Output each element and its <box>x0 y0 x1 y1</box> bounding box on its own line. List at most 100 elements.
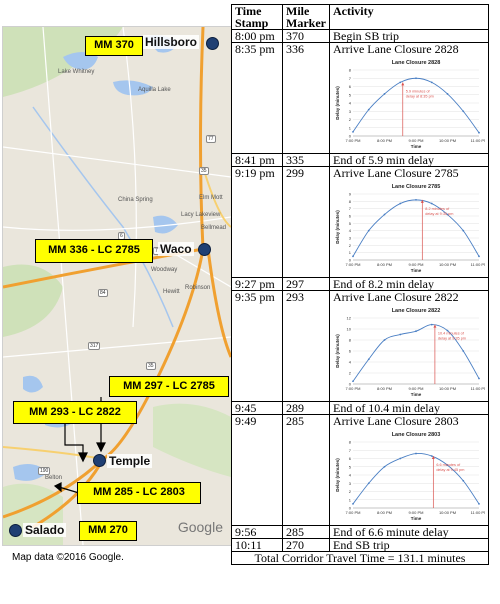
town-label: Woodway <box>151 267 178 273</box>
temple-dot[interactable] <box>93 454 106 467</box>
mile-marker-cell: 299 <box>282 166 330 278</box>
y-tick-label: 6 <box>349 84 352 89</box>
series-line <box>352 199 480 257</box>
salado-dot[interactable] <box>9 524 22 537</box>
waco-label: Waco <box>158 242 194 256</box>
temple-label: Temple <box>107 454 153 468</box>
activity-text: Arrive Lane Closure 2822 <box>332 290 459 304</box>
data-point <box>415 198 417 201</box>
table-row: 9:45 289 End of 10.4 min delay <box>231 401 489 415</box>
x-tick-label: 11:00 PM <box>471 510 485 515</box>
header-time: Time Stamp <box>231 4 283 30</box>
marker-mm-285[interactable]: MM 285 - LC 2803 <box>77 482 201 504</box>
waco-dot[interactable] <box>198 243 211 256</box>
road-shield: 317 <box>88 342 101 350</box>
y-tick-label: 4 <box>349 360 352 365</box>
x-tick-label: 9:00 PM <box>409 138 424 143</box>
x-axis-label: Time <box>411 516 422 521</box>
data-point <box>478 377 480 380</box>
data-point <box>462 350 465 352</box>
activity-cell: Arrive Lane Closure 2822 Lane Closure 282… <box>328 290 489 402</box>
x-tick-label: 11:00 PM <box>471 262 485 267</box>
chart-container: Lane Closure 2828 0 1 2 3 4 5 6 7 8 7:00 PM 8:00 PM… <box>333 55 485 153</box>
table-row: 8:00 pm 370 Begin SB trip <box>231 29 489 43</box>
chart-container: Lane Closure 2785 0 1 2 3 4 5 6 7 8 9 7:00 PM 8:00 P… <box>333 179 485 277</box>
x-axis-label: Time <box>411 144 422 149</box>
chart-container: Lane Closure 2822 0 2 4 6 8 10 12 7:00 PM 8:00 PM… <box>333 303 485 401</box>
time-stamp-cell: 9:27 pm <box>231 277 283 291</box>
data-point <box>383 93 386 95</box>
series-line <box>352 453 480 505</box>
town-label: Bellmead <box>201 225 227 231</box>
data-point <box>367 229 370 232</box>
x-tick-label: 10:00 PM <box>439 510 456 515</box>
x-tick-label: 8:00 PM <box>377 386 392 391</box>
town-label: Lacy Lakeview <box>181 212 221 218</box>
data-point <box>367 108 370 111</box>
activity-text: End of 5.9 min delay <box>332 153 434 167</box>
activity-text: Arrive Lane Closure 2785 <box>332 166 459 180</box>
data-point <box>430 455 433 457</box>
marker-mm-270[interactable]: MM 270 <box>79 521 137 541</box>
y-axis-label: Delay (minutes) <box>335 86 340 120</box>
time-stamp-cell: 9:49 <box>231 414 283 526</box>
table-header-row: Time Stamp Mile Marker Activity <box>231 4 489 30</box>
y-tick-label: 2 <box>349 489 352 494</box>
annotation-text: delay at 8:35 pm <box>406 94 434 98</box>
activity-text: End of 8.2 min delay <box>332 277 434 291</box>
delay-chart: Lane Closure 2785 0 1 2 3 4 5 6 7 8 9 7:00 PM 8:00 P… <box>335 184 485 273</box>
data-point <box>367 482 370 485</box>
annotation-arrow <box>401 82 405 86</box>
y-axis-label: Delay (minutes) <box>335 458 340 492</box>
x-axis-label: Time <box>411 268 422 273</box>
data-point <box>399 81 402 84</box>
activity-text: End of 6.6 minute delay <box>332 525 449 539</box>
time-stamp-cell: 9:45 <box>231 401 283 415</box>
y-tick-label: 7 <box>349 206 352 211</box>
activity-cell: Arrive Lane Closure 2785 Lane Closure 278… <box>328 166 489 278</box>
activity-cell: End of 10.4 min delay <box>328 401 489 415</box>
y-tick-label: 4 <box>349 473 352 478</box>
y-tick-label: 6 <box>349 349 352 354</box>
data-point <box>478 255 480 258</box>
marker-mm-293[interactable]: MM 293 - LC 2822 <box>13 401 137 424</box>
y-tick-label: 2 <box>349 243 352 248</box>
activity-cell: End SB trip <box>328 538 489 552</box>
data-point <box>352 380 354 383</box>
activity-cell: Arrive Lane Closure 2828 Lane Closure 282… <box>328 42 489 154</box>
road-shield: 190 <box>38 467 51 475</box>
marker-mm-297[interactable]: MM 297 - LC 2785 <box>109 376 229 397</box>
hillsboro-dot[interactable] <box>206 37 219 50</box>
y-tick-label: 6 <box>349 456 352 461</box>
data-point <box>399 202 402 205</box>
chart-container: Lane Closure 2803 0 1 2 3 4 5 6 7 8 7:00 PM 8:00 PM… <box>333 427 485 525</box>
y-tick-label: 5 <box>349 464 352 469</box>
town-label: Hewitt <box>163 289 180 295</box>
y-tick-label: 3 <box>349 481 352 486</box>
salado-label: Salado <box>23 523 67 537</box>
table-row: 9:35 pm 293 Arrive Lane Closure 2822 Lane C… <box>231 290 489 402</box>
annotation-text: delay at 9:35 pm <box>438 337 466 341</box>
data-point <box>415 452 417 455</box>
table-row: 8:41 pm 335 End of 5.9 min delay <box>231 153 489 167</box>
route-map[interactable]: Lake Whitney Aquilla Lake Elm Mott China… <box>2 26 232 546</box>
y-tick-label: 5 <box>349 92 352 97</box>
mile-marker-cell: 270 <box>282 538 330 552</box>
annotation-arrow <box>433 324 437 328</box>
delay-chart: Lane Closure 2828 0 1 2 3 4 5 6 7 8 7:00 PM 8:00 PM… <box>335 60 485 149</box>
marker-mm-370[interactable]: MM 370 <box>85 36 143 56</box>
chart-title: Lane Closure 2803 <box>392 432 441 438</box>
annotation-text: 10.4 minutes of <box>438 332 465 336</box>
y-tick-label: 3 <box>349 236 352 241</box>
mile-marker-cell: 293 <box>282 290 330 402</box>
road-shield: 35 <box>146 362 156 370</box>
marker-mm-336[interactable]: MM 336 - LC 2785 <box>35 239 153 263</box>
data-point <box>446 464 449 466</box>
y-tick-label: 8 <box>349 199 352 204</box>
y-axis-label: Delay (minutes) <box>335 334 340 368</box>
chart-title: Lane Closure 2828 <box>392 60 441 66</box>
y-tick-label: 2 <box>349 371 352 376</box>
data-point <box>415 77 417 80</box>
mile-marker-cell: 289 <box>282 401 330 415</box>
chart-title: Lane Closure 2785 <box>392 184 441 190</box>
